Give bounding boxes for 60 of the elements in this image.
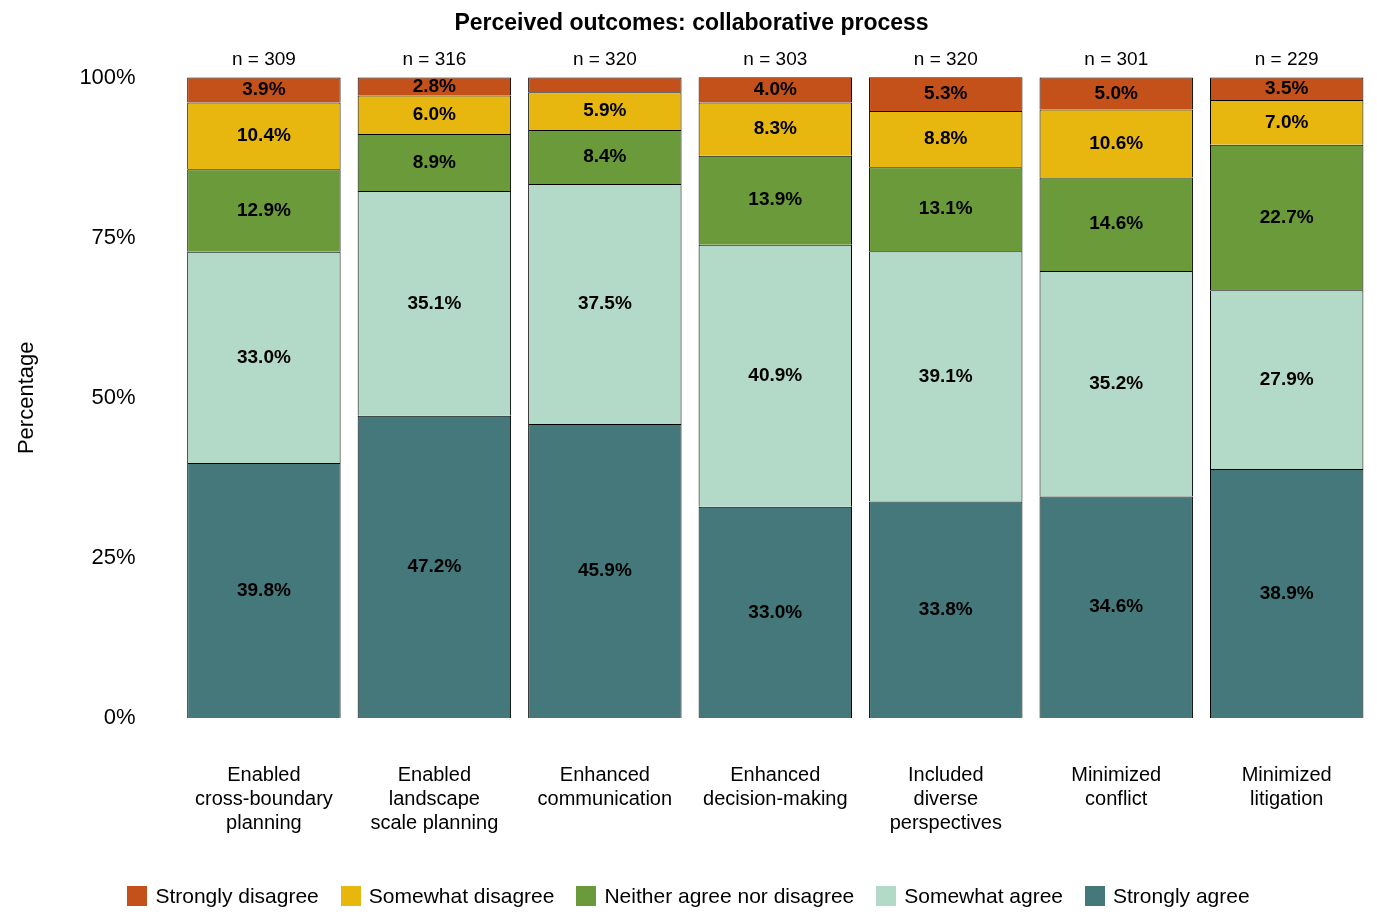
data-label: 35.1% bbox=[407, 291, 462, 313]
data-label: 27.9% bbox=[1259, 367, 1314, 389]
legend-label: Somewhat disagree bbox=[368, 884, 555, 908]
data-label: 8.9% bbox=[412, 150, 457, 172]
data-label: 39.8% bbox=[236, 578, 291, 600]
annotation: n = 309 bbox=[231, 48, 296, 70]
annotation: n = 229 bbox=[1254, 48, 1319, 70]
data-label: 10.6% bbox=[1089, 131, 1144, 153]
data-label: 39.1% bbox=[918, 364, 973, 386]
annotation: n = 320 bbox=[572, 48, 637, 70]
data-label: 33.0% bbox=[748, 600, 803, 622]
data-label: 33.8% bbox=[918, 598, 973, 620]
data-label: 34.6% bbox=[1089, 595, 1144, 617]
x-tick-label: Enabled landscape scale planning bbox=[370, 762, 499, 833]
data-label: 38.9% bbox=[1259, 581, 1314, 603]
data-label: 45.9% bbox=[577, 559, 632, 581]
data-label: 3.9% bbox=[242, 78, 286, 100]
legend-label: Neither agree nor disagree bbox=[604, 884, 855, 908]
legend-label: Strongly agree bbox=[1113, 884, 1250, 908]
data-label: 6.0% bbox=[412, 102, 457, 124]
data-label: 5.0% bbox=[1094, 81, 1138, 103]
y-tick-label: 0% bbox=[103, 704, 136, 730]
chart-title: Perceived outcomes: collaborative process bbox=[454, 9, 929, 36]
x-tick-label: Enhanced decision-making bbox=[703, 762, 848, 809]
y-tick-label: 100% bbox=[79, 63, 136, 89]
x-tick-label: Enhanced communication bbox=[537, 762, 673, 809]
y-tick-label: 25% bbox=[91, 543, 136, 569]
data-label: 12.9% bbox=[236, 198, 291, 220]
data-label: 2.8% bbox=[412, 74, 457, 96]
annotation: n = 301 bbox=[1084, 48, 1149, 70]
x-tick-label: Minimized conflict bbox=[1071, 762, 1162, 809]
data-label: 13.9% bbox=[748, 188, 803, 210]
y-axis-title: Percentage bbox=[13, 341, 39, 455]
y-tick-label: 50% bbox=[91, 383, 136, 409]
x-tick-label: Included diverse perspectives bbox=[889, 762, 1002, 833]
data-label: 37.5% bbox=[577, 292, 632, 314]
data-label: 14.6% bbox=[1089, 212, 1144, 234]
annotation: n = 303 bbox=[743, 48, 808, 70]
data-label: 10.4% bbox=[236, 124, 291, 146]
data-label: 4.0% bbox=[753, 78, 798, 99]
data-label: 35.2% bbox=[1089, 371, 1144, 393]
legend-label: Somewhat agree bbox=[904, 884, 1064, 908]
data-label: 5.3% bbox=[924, 82, 968, 104]
annotation: n = 320 bbox=[913, 48, 978, 70]
x-tick-label: Minimized litigation bbox=[1241, 762, 1332, 809]
data-label: 47.2% bbox=[407, 555, 462, 577]
y-tick-label: 75% bbox=[91, 223, 136, 249]
data-label: 8.4% bbox=[583, 145, 627, 167]
data-label: 33.0% bbox=[236, 345, 291, 367]
data-label: 22.7% bbox=[1259, 205, 1314, 227]
legend-label: Strongly disagree bbox=[155, 884, 319, 908]
data-label: 5.9% bbox=[583, 99, 627, 121]
data-label: 7.0% bbox=[1265, 110, 1309, 132]
data-label: 3.5% bbox=[1265, 77, 1309, 99]
data-label: 40.9% bbox=[748, 363, 803, 385]
data-label: 13.1% bbox=[918, 197, 973, 219]
data-label: 8.3% bbox=[753, 117, 798, 139]
annotation: n = 316 bbox=[402, 48, 467, 70]
data-label: 8.8% bbox=[924, 127, 968, 149]
x-tick-label: Enabled cross-boundary planning bbox=[194, 762, 333, 833]
